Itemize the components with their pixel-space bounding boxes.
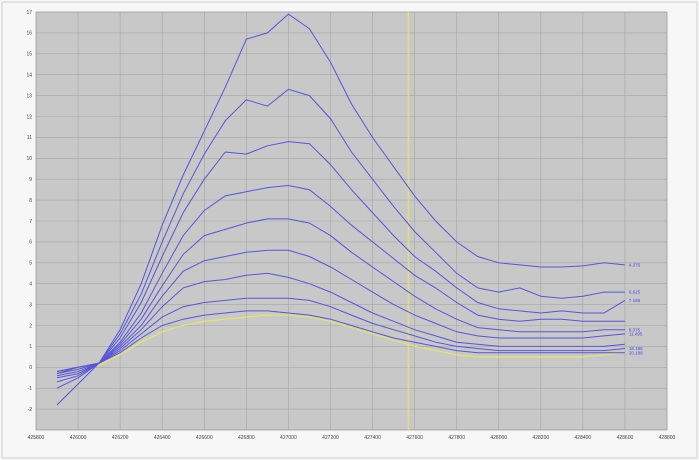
x-tick-label: 426000 bbox=[70, 435, 87, 441]
y-tick-label: 3 bbox=[29, 302, 32, 308]
series-line-6 bbox=[56, 249, 625, 375]
x-tick-label: 426600 bbox=[196, 435, 213, 441]
y-tick-label: 7 bbox=[29, 219, 32, 225]
x-tick-label: 427800 bbox=[448, 435, 465, 441]
x-tick-label: 428400 bbox=[575, 435, 592, 441]
series-end-label: 6.625 bbox=[629, 290, 641, 295]
x-tick-label: 427400 bbox=[364, 435, 381, 441]
x-tick-label: 426400 bbox=[154, 435, 171, 441]
x-tick-label: 428600 bbox=[617, 435, 634, 441]
series-line-1 bbox=[56, 13, 625, 406]
x-tick-label: 427200 bbox=[322, 435, 339, 441]
series-end-label: 4.375 bbox=[629, 262, 641, 267]
y-tick-label: 6 bbox=[29, 240, 32, 246]
y-tick-label: -2 bbox=[28, 407, 33, 413]
series-line-3 bbox=[56, 141, 626, 383]
series-line-8 bbox=[56, 297, 625, 372]
y-tick-label: 9 bbox=[29, 177, 32, 183]
y-tick-label: 5 bbox=[29, 261, 32, 267]
series-end-label: 11.495 bbox=[629, 331, 643, 336]
series-end-label: 18.188 bbox=[629, 346, 643, 351]
series-end-label: 20.188 bbox=[629, 350, 643, 355]
series-line-7 bbox=[56, 272, 625, 375]
series-line-5 bbox=[56, 218, 625, 377]
x-tick-label: 426200 bbox=[112, 435, 129, 441]
y-tick-label: 8 bbox=[29, 198, 32, 204]
y-tick-label: 15 bbox=[26, 52, 32, 58]
y-tick-label: 4 bbox=[29, 282, 32, 288]
y-tick-label: 17 bbox=[26, 10, 32, 16]
x-tick-label: 427000 bbox=[280, 435, 297, 441]
series-end-label: 7.188 bbox=[629, 298, 641, 303]
series-line-9 bbox=[56, 310, 625, 372]
x-tick-label: 428800 bbox=[659, 435, 676, 441]
reference-line bbox=[56, 314, 625, 375]
y-tick-label: 2 bbox=[29, 323, 32, 329]
x-tick-label: 428000 bbox=[490, 435, 507, 441]
x-tick-label: 425800 bbox=[28, 435, 45, 441]
y-tick-label: 11 bbox=[27, 135, 32, 141]
series-end-label: 8.375 bbox=[629, 327, 641, 332]
x-tick-label: 427600 bbox=[406, 435, 423, 441]
y-tick-label: 14 bbox=[26, 73, 32, 79]
y-tick-label: 0 bbox=[29, 365, 32, 371]
y-tick-label: 10 bbox=[26, 156, 32, 162]
series-line-4 bbox=[56, 184, 625, 379]
y-tick-label: 16 bbox=[26, 31, 32, 37]
series-line-2 bbox=[56, 88, 625, 389]
x-tick-label: 428200 bbox=[532, 435, 549, 441]
y-tick-label: -1 bbox=[28, 386, 33, 392]
y-tick-label: 12 bbox=[26, 114, 32, 120]
x-tick-label: 426800 bbox=[238, 435, 255, 441]
y-tick-label: 13 bbox=[26, 93, 32, 99]
y-tick-label: 1 bbox=[29, 344, 32, 350]
